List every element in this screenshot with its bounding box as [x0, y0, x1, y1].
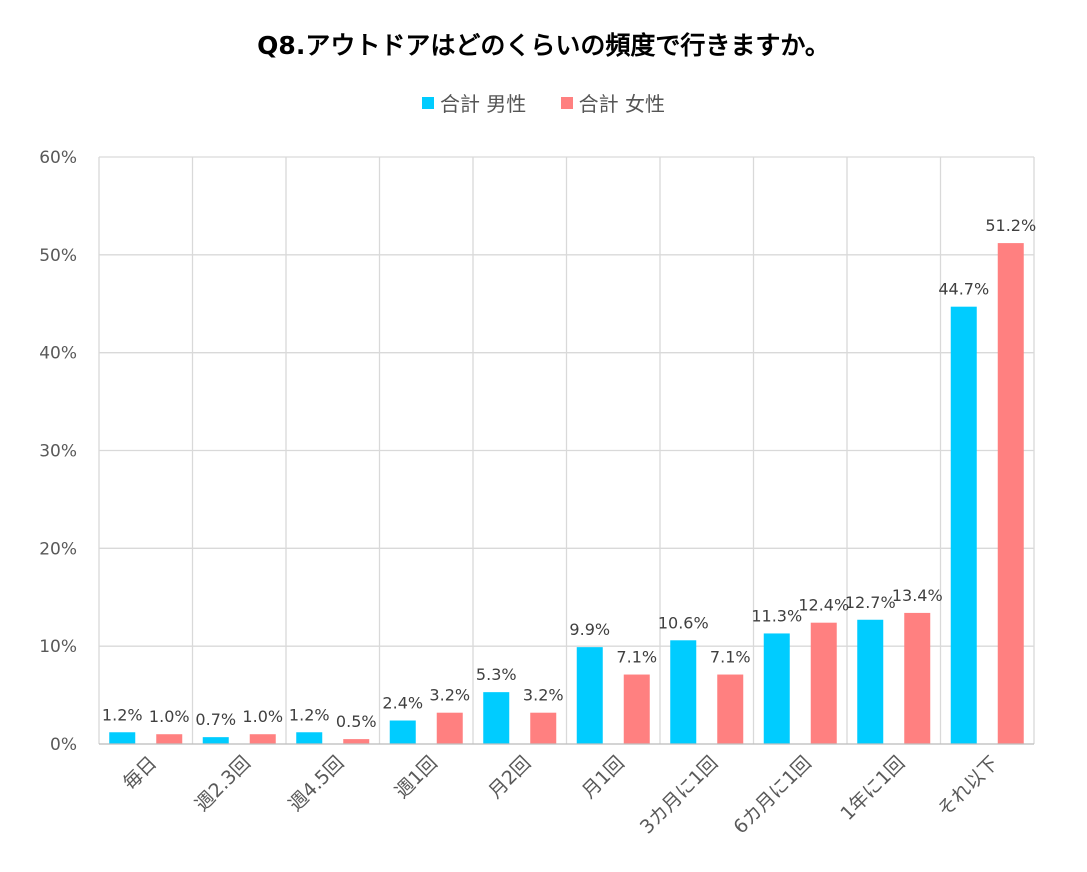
bar-female — [530, 712, 557, 744]
data-label: 9.9% — [569, 620, 610, 639]
legend: 合計 男性 合計 女性 — [0, 88, 1087, 117]
data-label: 12.7% — [845, 593, 896, 612]
bar-female — [249, 734, 276, 744]
legend-label-female: 合計 女性 — [578, 92, 666, 116]
y-tick-label: 0% — [50, 735, 77, 755]
data-label: 12.4% — [798, 596, 849, 615]
data-label: 11.3% — [751, 606, 802, 625]
data-label: 1.2% — [289, 705, 330, 724]
bar-female — [343, 739, 370, 744]
category-label: 1年に1回 — [836, 752, 909, 825]
bar-male — [296, 732, 323, 744]
data-label: 5.3% — [476, 665, 517, 684]
legend-swatch-male — [421, 97, 434, 109]
data-label: 0.7% — [195, 710, 236, 729]
data-label: 3.2% — [523, 686, 564, 705]
data-label: 7.1% — [710, 648, 751, 667]
category-label: 3カ月に1回 — [636, 752, 722, 838]
bar-male — [483, 692, 510, 744]
category-label: それ以下 — [933, 752, 1002, 821]
category-label: 週1回 — [391, 752, 442, 803]
data-label: 2.4% — [382, 694, 423, 713]
legend-label-male: 合計 男性 — [439, 92, 527, 116]
data-label: 51.2% — [985, 216, 1036, 235]
data-label: 0.5% — [336, 712, 377, 731]
data-label: 7.1% — [616, 648, 657, 667]
legend-item-male: 合計 男性 — [421, 88, 527, 117]
data-label: 44.7% — [938, 280, 989, 299]
data-label: 13.4% — [892, 586, 943, 605]
bar-female — [717, 674, 744, 744]
bar-female — [623, 674, 650, 744]
data-label: 1.0% — [242, 707, 283, 726]
legend-item-female: 合計 女性 — [560, 88, 666, 117]
category-label: 月2回 — [484, 752, 535, 803]
bar-male — [763, 633, 790, 744]
y-tick-label: 20% — [39, 539, 77, 559]
category-label: 月1回 — [578, 752, 629, 803]
y-tick-label: 30% — [39, 442, 77, 462]
bar-male — [109, 732, 136, 744]
bar-female — [997, 243, 1024, 745]
category-label: 毎日 — [119, 752, 161, 794]
legend-swatch-female — [560, 97, 573, 109]
bar-female — [436, 712, 463, 744]
y-tick-label: 50% — [39, 246, 77, 266]
category-label: 週4.5回 — [284, 752, 348, 816]
bar-male — [202, 737, 229, 744]
bar-female — [810, 622, 837, 744]
y-tick-label: 60% — [39, 148, 77, 168]
bar-male — [389, 720, 416, 744]
bar-female — [156, 734, 183, 744]
y-tick-label: 40% — [39, 344, 77, 364]
bar-male — [576, 647, 603, 744]
data-label: 3.2% — [429, 686, 470, 705]
bar-male — [857, 619, 884, 744]
y-tick-label: 10% — [39, 637, 77, 657]
chart-title: Q8.アウトドアはどのくらいの頻度で行きますか。 — [257, 31, 830, 60]
data-label: 1.0% — [149, 707, 190, 726]
bar-male — [670, 640, 697, 744]
category-label: 6カ月に1回 — [729, 752, 815, 838]
category-label: 週2.3回 — [191, 752, 255, 816]
bar-female — [904, 612, 931, 744]
data-label: 10.6% — [658, 613, 709, 632]
bar-male — [950, 306, 977, 744]
data-label: 1.2% — [102, 705, 143, 724]
